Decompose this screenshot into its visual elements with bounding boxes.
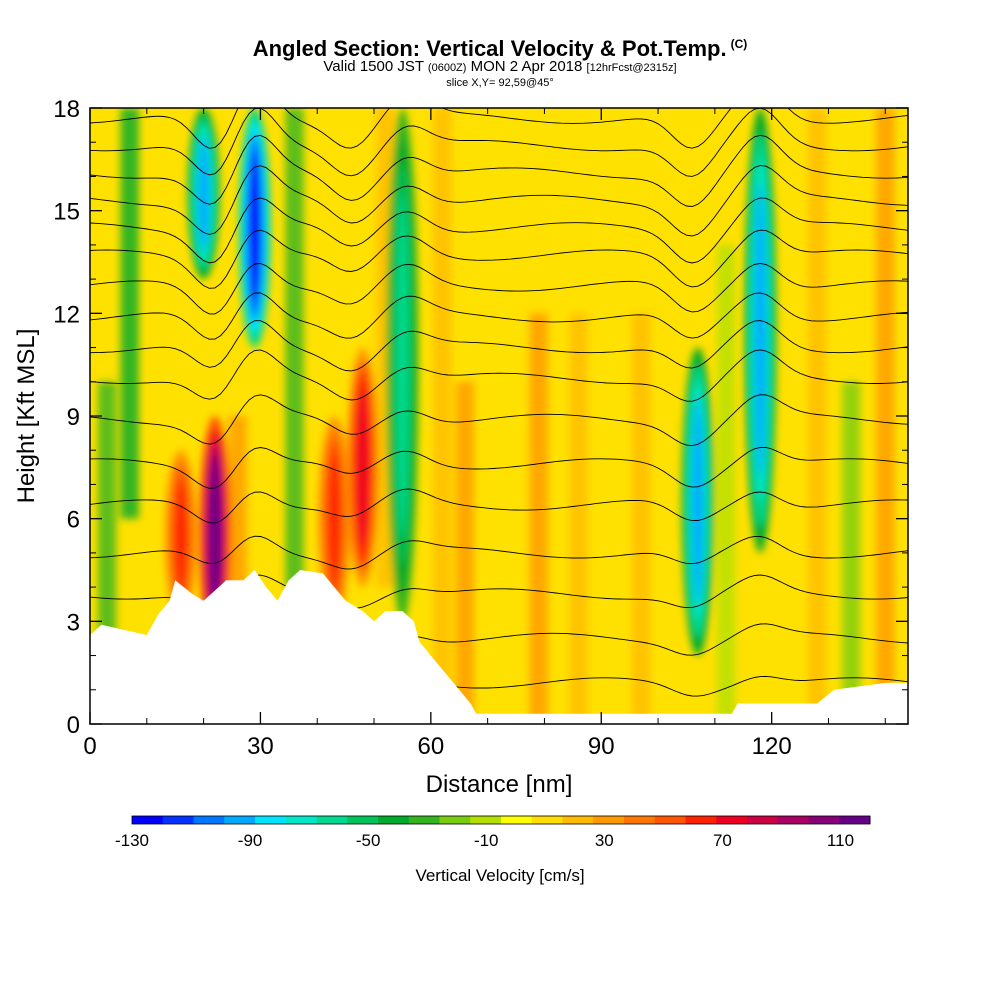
forecast-note-text: [12hrFcst@2315z] bbox=[586, 62, 677, 74]
field-stripe bbox=[120, 108, 139, 519]
field-stripe bbox=[842, 381, 861, 724]
chart-title: Angled Section: Vertical Velocity & Pot.… bbox=[0, 36, 1000, 62]
y-tick-label: 6 bbox=[67, 507, 80, 534]
colorbar-tick-label: 110 bbox=[827, 831, 854, 850]
updraft-core bbox=[209, 456, 221, 616]
field-stripe bbox=[285, 108, 304, 588]
isentrope-line bbox=[90, 349, 908, 402]
x-tick-label: 120 bbox=[752, 733, 792, 760]
chart-subtitle: Valid 1500 JST (0600Z) MON 2 Apr 2018 [1… bbox=[0, 58, 1000, 75]
slice-text: slice X,Y= 92,59@45° bbox=[446, 77, 554, 89]
field-stripe bbox=[455, 381, 475, 724]
colorbar-swatch bbox=[408, 816, 440, 824]
x-tick-label: 0 bbox=[83, 733, 96, 760]
colorbar-tick-label: -50 bbox=[356, 831, 381, 850]
colorbar-swatch bbox=[624, 816, 656, 824]
colorbar-swatch bbox=[654, 816, 686, 824]
colorbar-tick-label: -90 bbox=[238, 831, 263, 850]
colorbar-swatch bbox=[531, 816, 563, 824]
colorbar-tick-label: -130 bbox=[115, 831, 149, 850]
colorbar-swatch bbox=[501, 816, 533, 824]
y-axis-label: Height [Kft MSL] bbox=[13, 329, 40, 504]
colorbar-swatch bbox=[685, 816, 717, 824]
valid-date-text: MON 2 Apr 2018 bbox=[470, 58, 583, 75]
isentrope-line bbox=[90, 320, 908, 372]
isentrope-line bbox=[90, 165, 908, 237]
downdraft-core bbox=[692, 399, 704, 604]
y-tick-label: 3 bbox=[67, 609, 80, 636]
colorbar-swatch bbox=[839, 816, 871, 824]
colorbar-swatch bbox=[193, 816, 225, 824]
colorbar-swatch bbox=[439, 816, 471, 824]
colorbar-swatch bbox=[470, 816, 502, 824]
colorbar-swatch bbox=[316, 816, 348, 824]
isentrope-line bbox=[90, 134, 908, 207]
x-axis-label: Distance [nm] bbox=[426, 771, 573, 798]
colorbar-swatch bbox=[593, 816, 625, 824]
colorbar-tick-label: -10 bbox=[474, 831, 499, 850]
x-tick-label: 90 bbox=[588, 733, 615, 760]
colorbar-swatch bbox=[162, 816, 194, 824]
colorbar: -130 -90 -50 -10 30 70 110 bbox=[115, 815, 871, 850]
updraft-core bbox=[328, 450, 340, 587]
downdraft-core bbox=[396, 194, 408, 535]
colorbar-swatch bbox=[347, 816, 379, 824]
y-tick-label: 0 bbox=[67, 712, 80, 739]
colorbar-swatch bbox=[132, 816, 164, 824]
updraft-core bbox=[357, 387, 369, 547]
colorbar-tick-label: 70 bbox=[713, 831, 732, 850]
downdraft-core bbox=[249, 148, 261, 308]
colorbar-tick-label: 30 bbox=[595, 831, 614, 850]
colorbar-frame bbox=[131, 815, 871, 825]
field-stripe bbox=[808, 108, 827, 724]
colorbar-swatch bbox=[562, 816, 594, 824]
colorbar-label: Vertical Velocity [cm/s] bbox=[415, 866, 584, 885]
x-tick-label: 60 bbox=[417, 733, 444, 760]
colorbar-swatch bbox=[255, 816, 287, 824]
downdraft-core bbox=[754, 183, 766, 478]
field-stripe bbox=[529, 313, 548, 724]
field-stripe bbox=[876, 108, 895, 724]
isentrope-line bbox=[90, 229, 908, 289]
colorbar-swatch bbox=[224, 816, 256, 824]
terrain-mask bbox=[90, 570, 908, 724]
terrain bbox=[90, 570, 908, 724]
field-stripe bbox=[569, 313, 588, 724]
colorbar-swatch bbox=[378, 816, 410, 824]
isentrope-line bbox=[90, 292, 908, 340]
isentrope-line bbox=[90, 197, 908, 264]
isentrope-line bbox=[90, 488, 908, 524]
updraft-core bbox=[175, 479, 187, 593]
field-stripe bbox=[717, 244, 736, 724]
isentrope-line bbox=[90, 108, 908, 149]
valid-zulu-text: (0600Z) bbox=[427, 62, 467, 74]
x-tick-label: 30 bbox=[247, 733, 274, 760]
y-tick-label: 18 bbox=[53, 96, 80, 123]
field-stripe bbox=[631, 313, 651, 724]
colorbar-swatch bbox=[285, 816, 317, 824]
colorbar-swatch bbox=[747, 816, 779, 824]
isentrope-line bbox=[90, 394, 908, 447]
chart-title-note: (C) bbox=[730, 36, 748, 51]
y-tick-label: 15 bbox=[53, 199, 80, 226]
isentrope-line bbox=[90, 446, 908, 489]
isentrope-line bbox=[90, 262, 908, 315]
y-tick-label: 9 bbox=[67, 404, 80, 431]
isentrope-line bbox=[90, 535, 908, 570]
colorbar-swatch bbox=[808, 816, 840, 824]
field-stripe bbox=[433, 108, 452, 724]
colorbar-swatch bbox=[716, 816, 748, 824]
valid-time-text: Valid 1500 JST bbox=[323, 58, 424, 75]
colorbar-swatch bbox=[777, 816, 809, 824]
y-tick-label: 12 bbox=[53, 301, 80, 328]
chart-title-text: Angled Section: Vertical Velocity & Pot.… bbox=[252, 36, 727, 61]
downdraft-core bbox=[198, 136, 210, 251]
axes: 0 3 6 9 12 15 18 0 30 60 90 120 bbox=[53, 96, 908, 760]
